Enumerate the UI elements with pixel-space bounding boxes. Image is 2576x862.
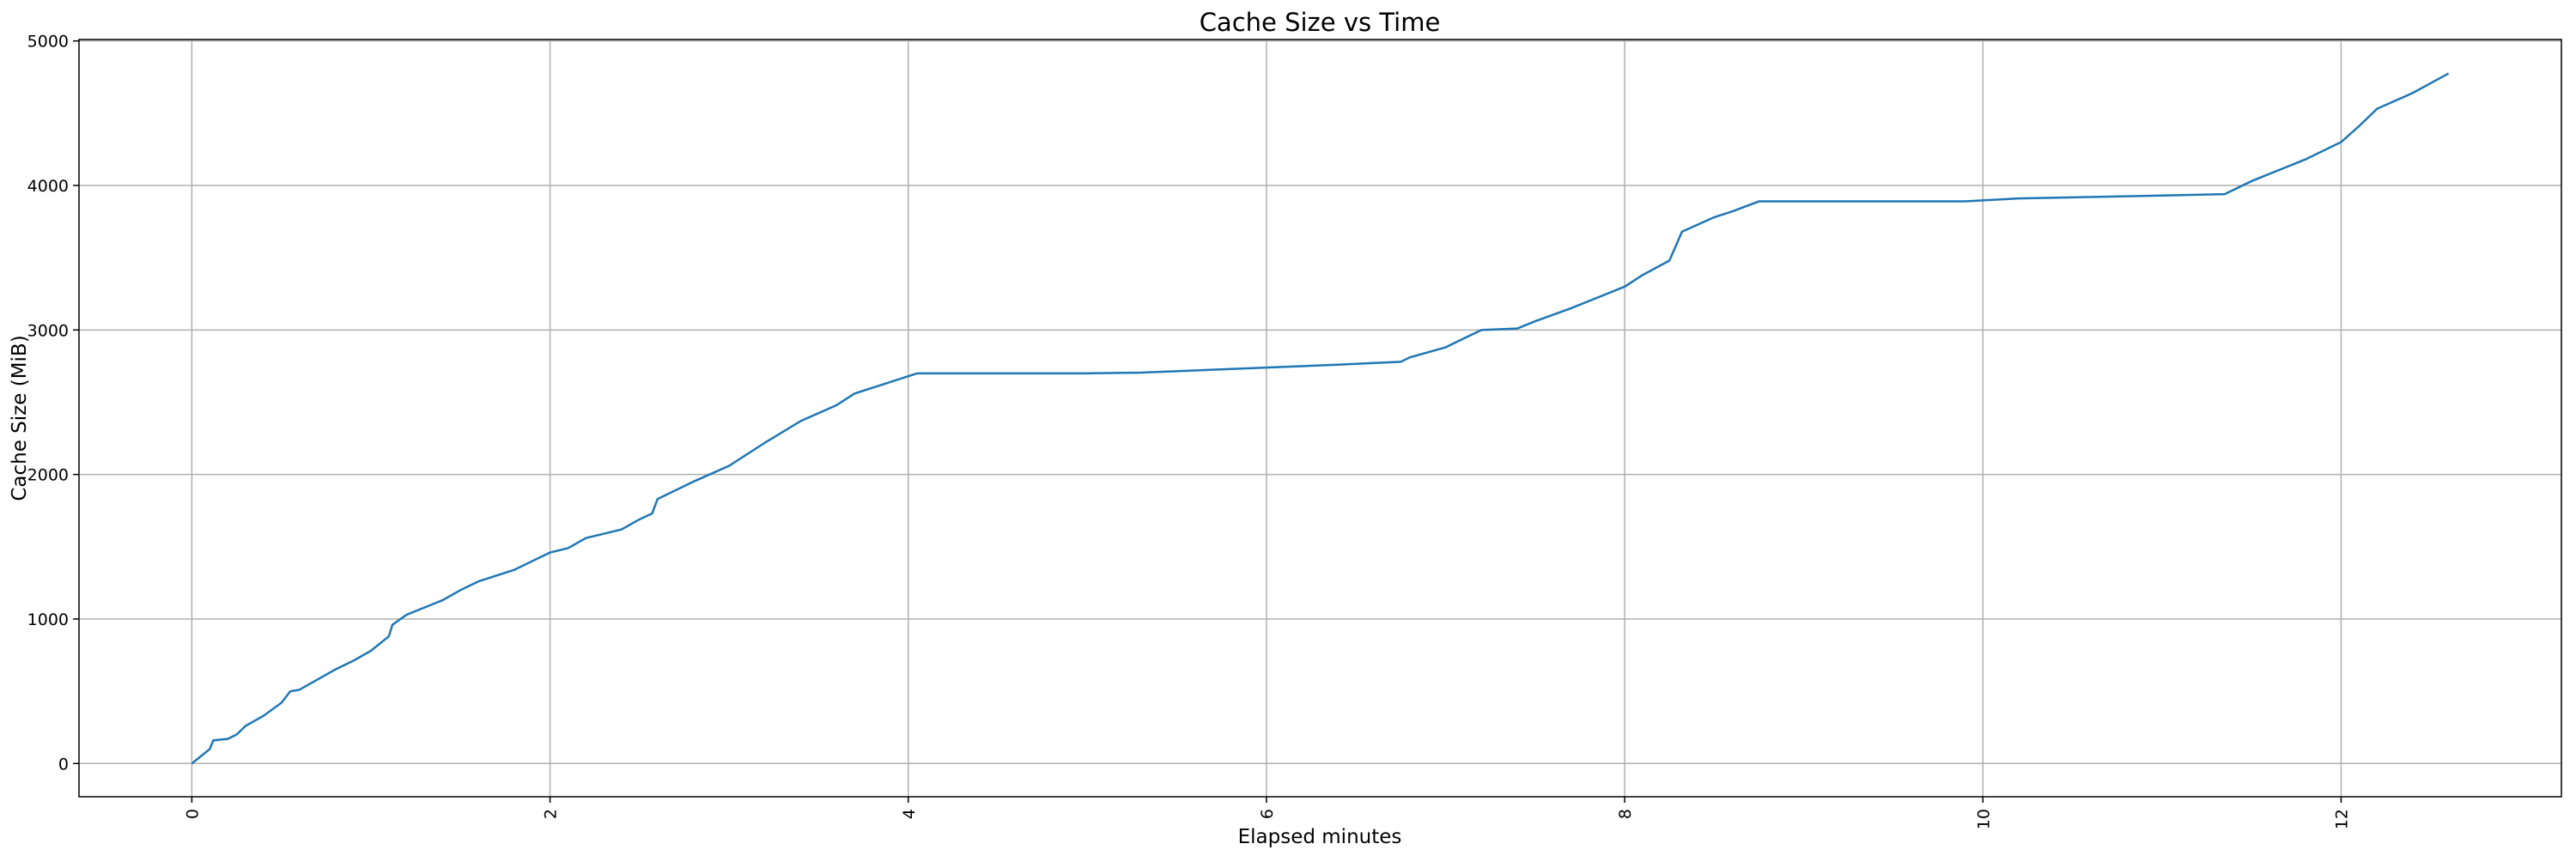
x-tick-label: 10 xyxy=(1974,809,1993,829)
x-tick-label: 4 xyxy=(900,809,919,819)
y-tick-label: 5000 xyxy=(27,33,69,52)
x-axis-label: Elapsed minutes xyxy=(1238,826,1402,848)
x-tick-label: 2 xyxy=(542,809,561,819)
x-tick-label: 8 xyxy=(1616,809,1635,819)
y-tick-label: 0 xyxy=(58,755,69,774)
plot-frame xyxy=(78,39,2562,798)
y-tick-label: 4000 xyxy=(27,177,69,196)
y-axis-label: Cache Size (MiB) xyxy=(9,335,31,501)
y-tick-label: 3000 xyxy=(27,321,69,340)
x-tick-label: 0 xyxy=(183,809,202,819)
y-tick-label: 1000 xyxy=(27,610,69,629)
chart-title: Cache Size vs Time xyxy=(1200,8,1441,37)
x-tick-label: 12 xyxy=(2332,809,2351,829)
y-tick-label: 2000 xyxy=(27,466,69,485)
x-tick-label: 6 xyxy=(1258,809,1277,819)
data-line xyxy=(191,72,2450,765)
